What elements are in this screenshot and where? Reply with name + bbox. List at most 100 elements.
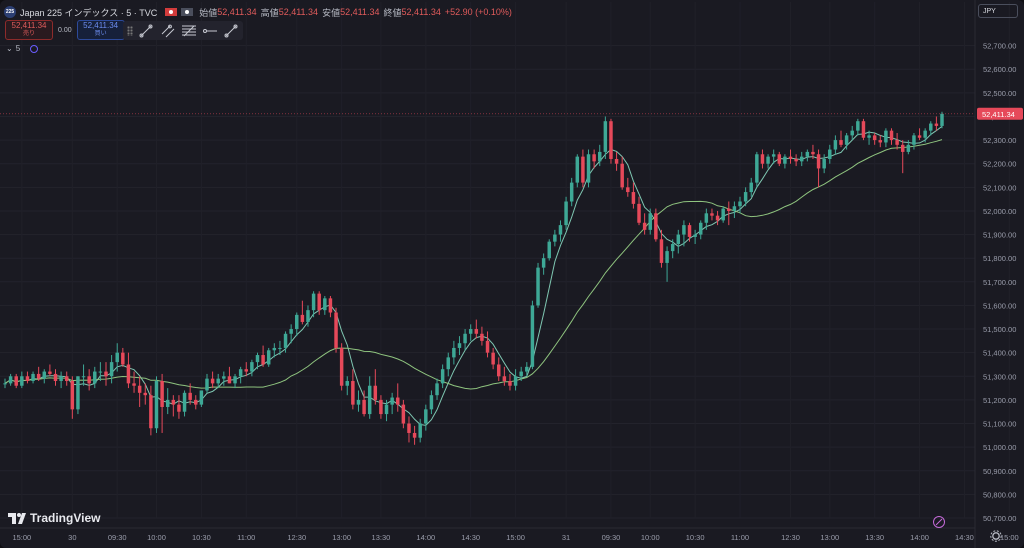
time-tick-label: 10:30 (192, 533, 211, 542)
candle-body (766, 156, 770, 164)
candle (541, 253, 546, 275)
price-tick-label: 50,900.00 (983, 467, 1016, 476)
currency-selector[interactable]: JPY (978, 4, 1018, 18)
trend-line-icon[interactable] (137, 23, 156, 39)
candle (429, 390, 434, 415)
candle-body (255, 355, 260, 363)
last-price-label: 52,411.34 (982, 110, 1015, 119)
candle-body (238, 369, 243, 377)
spread-value: 0.00 (58, 26, 72, 34)
candle (311, 291, 316, 318)
candle-body (356, 399, 361, 405)
candle-body (14, 376, 18, 386)
candle-body (36, 373, 41, 379)
candle-body (227, 376, 232, 384)
candle (738, 196, 742, 214)
change-value: +52.90 (+0.10%) (444, 7, 512, 17)
chevron-down-icon[interactable]: ⌄ (6, 44, 13, 53)
candle (665, 246, 669, 282)
candle (569, 177, 574, 207)
time-tick-label: 12:30 (287, 533, 306, 542)
candle (48, 364, 52, 377)
candle (367, 376, 372, 419)
candle-body (160, 381, 164, 407)
candle (732, 201, 737, 219)
candle-body (317, 293, 321, 311)
candle (828, 144, 832, 164)
candle-body (884, 130, 888, 143)
parallel-channel-icon[interactable] (158, 23, 177, 39)
time-tick-label: 10:00 (147, 533, 166, 542)
sell-button[interactable]: 52,411.34 売り (5, 20, 53, 40)
candle-body (912, 135, 916, 145)
fib-retracement-icon[interactable] (179, 23, 198, 39)
candle (64, 371, 69, 386)
candle-body (575, 156, 580, 183)
candle (109, 355, 114, 384)
candle (704, 208, 709, 230)
ma-fast-line (4, 125, 943, 426)
candle (474, 319, 479, 339)
candle (356, 390, 361, 412)
candle-body (603, 121, 608, 152)
close-label: 終値 (383, 7, 402, 18)
candle-body (81, 376, 86, 378)
candle (283, 331, 288, 353)
candle-body (233, 376, 237, 384)
flag-gray-icon[interactable] (181, 8, 194, 16)
candle-body (676, 234, 681, 245)
price-tick-label: 51,700.00 (983, 278, 1016, 287)
candle (659, 229, 664, 268)
candle (934, 116, 939, 131)
candle-body (289, 329, 293, 334)
candle (581, 149, 585, 188)
buy-button[interactable]: 52,411.34 買い (76, 20, 125, 40)
candle (463, 329, 467, 351)
candle (53, 369, 58, 386)
symbol-icon[interactable]: 225 (4, 6, 16, 18)
candle (929, 121, 933, 136)
time-tick-label: 09:30 (602, 533, 621, 542)
candle (188, 383, 192, 405)
candle-body (468, 329, 473, 334)
candle-body (435, 383, 439, 396)
candle (31, 371, 35, 384)
candle (912, 133, 916, 150)
candle (3, 378, 7, 389)
indicator-settings-icon[interactable] (30, 44, 39, 53)
candle (878, 135, 883, 148)
candle (76, 376, 80, 415)
flag-red-icon[interactable] (165, 8, 178, 16)
drag-handle-icon[interactable] (127, 25, 133, 36)
price-tick-label: 52,500.00 (983, 89, 1016, 98)
candle (682, 220, 686, 247)
candle (160, 373, 164, 433)
candle-body (345, 381, 349, 386)
horizontal-ray-icon[interactable] (201, 23, 220, 39)
info-line-icon[interactable] (222, 23, 241, 39)
candle (222, 371, 226, 386)
candle-body (266, 350, 271, 365)
go-to-date-icon[interactable] (932, 515, 946, 529)
candle-body (900, 144, 905, 152)
candle-body (177, 404, 181, 412)
candle-body (626, 187, 630, 193)
gear-icon[interactable] (990, 530, 1002, 542)
candle-body (424, 409, 428, 424)
candle (396, 383, 400, 412)
candle-body (480, 333, 484, 341)
candle-body (373, 385, 378, 400)
candle-body (895, 140, 899, 145)
candle (424, 404, 428, 431)
candle-body (199, 390, 204, 405)
candle-body (300, 314, 305, 322)
time-tick-label: 10:00 (641, 533, 660, 542)
brand-name: TradingView (30, 511, 101, 525)
symbol-title[interactable]: Japan 225 インデックス · 5 · TVC (20, 7, 158, 18)
candle (36, 366, 41, 382)
candle (199, 390, 204, 407)
indicator-legend[interactable]: ⌄ 5 (6, 44, 39, 53)
candle (867, 130, 871, 145)
candle (670, 239, 675, 259)
